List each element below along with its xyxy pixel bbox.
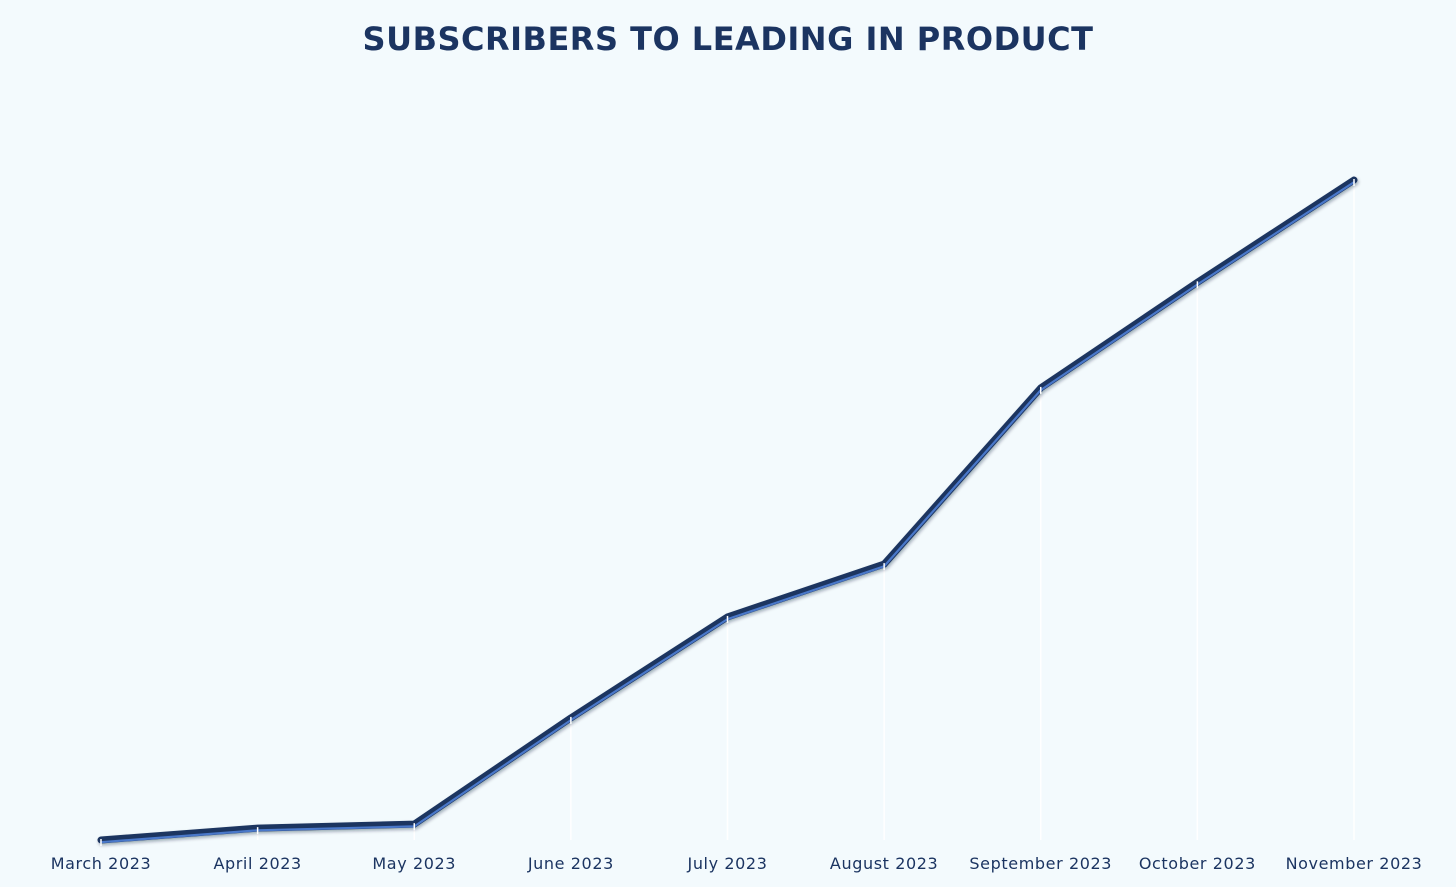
x-tick-label: May 2023 <box>372 854 456 873</box>
x-tick-label: September 2023 <box>969 854 1112 873</box>
x-tick-label: June 2023 <box>527 854 614 873</box>
x-tick-label: November 2023 <box>1286 854 1423 873</box>
drop-lines <box>256 180 1355 840</box>
x-axis: March 2023 April 2023 May 2023 June 2023 Jul… <box>51 854 1423 873</box>
x-tick-label: March 2023 <box>51 854 152 873</box>
series-group <box>97 176 1358 846</box>
x-tick-label: July 2023 <box>687 854 768 873</box>
chart-title: SUBSCRIBERS TO LEADING IN PRODUCT <box>362 20 1094 58</box>
x-tick-label: August 2023 <box>830 854 938 873</box>
x-tick-label: October 2023 <box>1139 854 1256 873</box>
x-tick-label: April 2023 <box>213 854 301 873</box>
